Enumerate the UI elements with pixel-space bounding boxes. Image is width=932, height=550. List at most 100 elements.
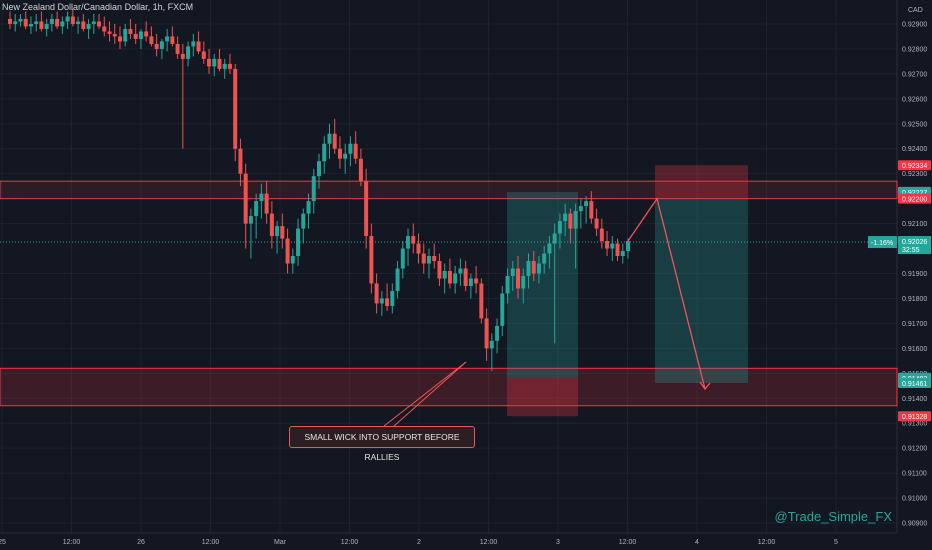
candle-body xyxy=(584,201,589,207)
support-zone xyxy=(0,367,898,407)
candle-body xyxy=(269,213,274,237)
candle-body xyxy=(186,46,191,59)
candle-body xyxy=(547,243,552,254)
candle-body xyxy=(610,243,615,249)
candle-body xyxy=(317,161,321,177)
candle-body xyxy=(474,278,479,284)
candle-body xyxy=(243,173,248,224)
candle-body xyxy=(102,26,107,32)
candle-body xyxy=(55,18,60,27)
price-tick-label: 0.92400 xyxy=(902,146,927,153)
candle-body xyxy=(70,16,75,24)
candle-body xyxy=(123,28,128,42)
short-target-box xyxy=(655,198,748,384)
candle-body xyxy=(605,241,610,249)
candle-body xyxy=(285,238,290,264)
candle-body xyxy=(275,226,280,237)
time-tick-label: 12:00 xyxy=(202,539,220,546)
candle-body xyxy=(510,268,515,276)
candle-body xyxy=(463,268,468,286)
candle-body xyxy=(217,58,222,69)
price-badge-label: 0.92227 xyxy=(902,190,927,197)
candle-body xyxy=(8,18,12,24)
candle-body xyxy=(117,36,122,42)
candle-body xyxy=(254,201,259,217)
price-tick-label: 0.92500 xyxy=(902,121,927,128)
time-tick-label: 4 xyxy=(695,539,699,546)
candle-body xyxy=(138,31,143,39)
candle-body xyxy=(531,261,536,274)
change-badge-label: -1.16% xyxy=(871,240,893,247)
candle-body xyxy=(568,213,573,229)
watermark-handle: @Trade_Simple_FX xyxy=(774,509,892,524)
candle-body xyxy=(327,133,332,144)
candle-body xyxy=(91,21,96,24)
candle-body xyxy=(348,143,353,154)
candle-body xyxy=(495,325,500,341)
projection-arrowhead xyxy=(699,381,711,391)
time-tick-label: 5 xyxy=(834,539,838,546)
candle-body xyxy=(306,201,311,214)
candle-body xyxy=(165,36,170,42)
candle-body xyxy=(107,31,112,34)
candle-body xyxy=(207,58,212,67)
candle-body xyxy=(170,36,175,44)
time-tick-label: 12:00 xyxy=(758,539,776,546)
price-tick-label: 0.92900 xyxy=(902,21,927,28)
candle-body xyxy=(620,251,625,257)
candle-body xyxy=(526,261,531,276)
time-tick-label: 26 xyxy=(137,539,145,546)
candle-body xyxy=(479,283,484,319)
candle-body xyxy=(615,243,620,257)
price-tick-label: 0.91200 xyxy=(902,446,927,453)
candle-body xyxy=(358,158,363,182)
candle-body xyxy=(426,256,431,264)
price-badge xyxy=(898,411,931,422)
candle-body xyxy=(149,36,154,44)
annotation-callout: SMALL WICK INTO SUPPORT BEFORE RALLIES xyxy=(289,426,475,462)
price-tick-label: 0.91600 xyxy=(902,346,927,353)
chart-title: New Zealand Dollar/Canadian Dollar, 1h, … xyxy=(2,2,194,12)
candle-body xyxy=(578,206,583,212)
candle-body xyxy=(500,293,505,326)
candle-body xyxy=(416,243,421,254)
countdown-label: 32:55 xyxy=(902,247,920,254)
price-tick-label: 0.91800 xyxy=(902,296,927,303)
candle-body xyxy=(191,41,196,47)
price-badge-label: 0.91328 xyxy=(902,414,927,421)
candle-body xyxy=(28,23,33,27)
candle-body xyxy=(406,236,411,249)
projection-path xyxy=(627,197,706,390)
candle-body xyxy=(489,340,494,349)
time-tick-label: 12:00 xyxy=(341,539,359,546)
candle-body xyxy=(159,41,164,49)
price-tick-label: 0.91300 xyxy=(902,421,927,428)
last-price-label: 0.92026 xyxy=(902,239,927,246)
last-price-badge xyxy=(898,236,931,255)
price-tick-label: 0.92800 xyxy=(902,46,927,53)
candle-body xyxy=(542,253,547,264)
candle-body xyxy=(34,21,39,24)
candle-body xyxy=(343,153,348,159)
price-badge xyxy=(898,193,931,204)
price-tick-label: 0.92100 xyxy=(902,221,927,228)
candle-body xyxy=(311,176,316,202)
candle-body xyxy=(23,18,28,27)
candle-body xyxy=(233,68,238,149)
price-tick-label: 0.92700 xyxy=(902,71,927,78)
candle-body xyxy=(322,143,327,162)
candle-body xyxy=(154,43,159,49)
candle-body xyxy=(453,273,458,284)
resistance-zone xyxy=(0,180,898,200)
candle-body xyxy=(144,31,149,37)
candle-body xyxy=(180,53,185,59)
candle-body xyxy=(599,228,604,242)
candle-body xyxy=(364,181,369,237)
time-tick-label: 2 xyxy=(417,539,421,546)
candle-body xyxy=(97,21,102,27)
price-tick-label: 0.92300 xyxy=(902,171,927,178)
candle-body xyxy=(238,148,243,174)
candle-body xyxy=(222,63,227,69)
price-tick-label: 0.92600 xyxy=(902,96,927,103)
